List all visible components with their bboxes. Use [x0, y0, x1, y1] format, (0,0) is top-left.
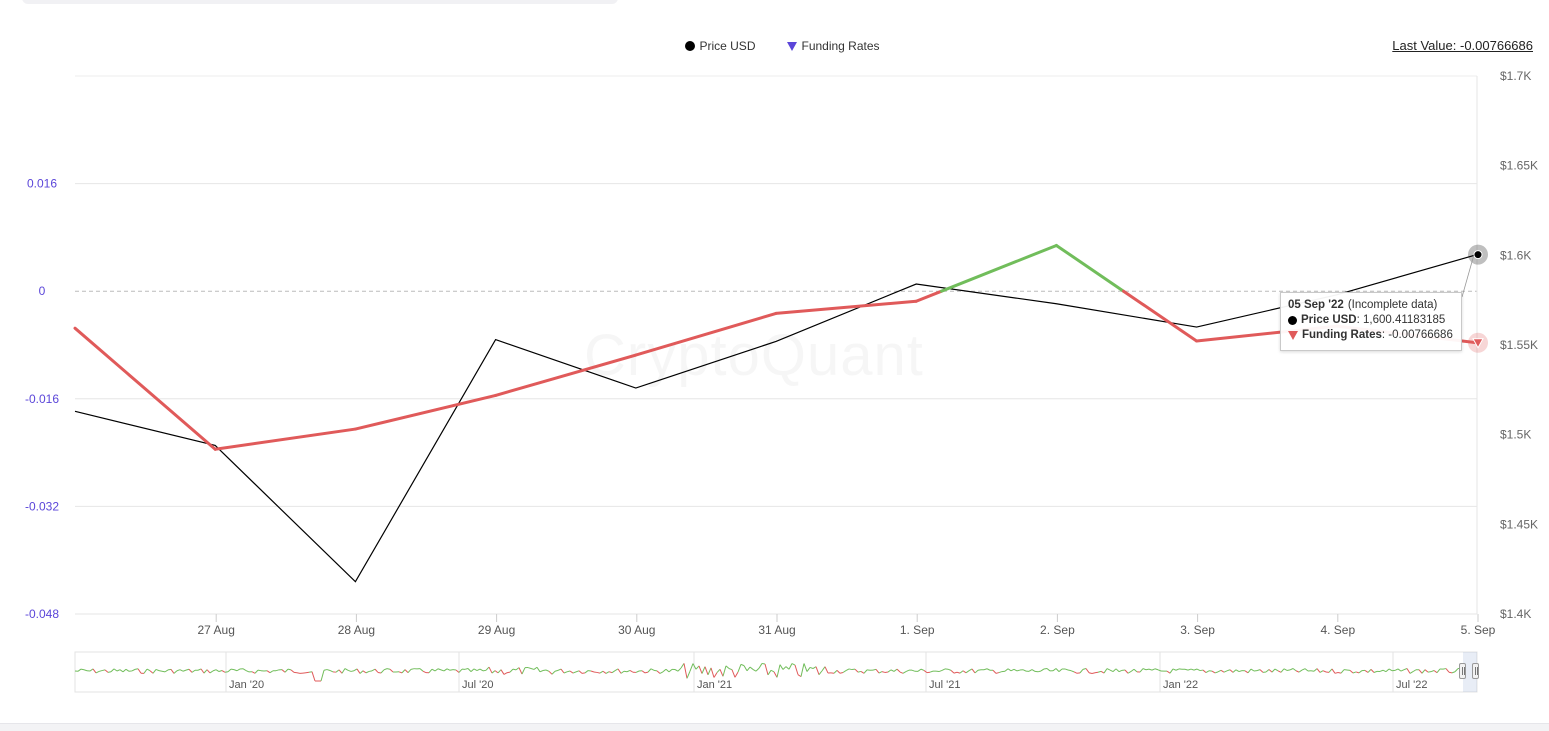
navigator-segment: [102, 670, 105, 671]
navigator-segment: [450, 670, 453, 671]
right-axis-tick-label: $1.5K: [1500, 428, 1531, 442]
left-axis-tick-label: -0.016: [25, 392, 59, 406]
tooltip-funding-label: Funding Rates: [1302, 328, 1382, 343]
navigator-segment: [81, 669, 84, 670]
tooltip-price-label: Price USD: [1301, 313, 1357, 328]
navigator-tick-label: Jan '21: [697, 679, 732, 691]
navigator-segment: [1449, 672, 1452, 673]
right-axis-tick-label: $1.4K: [1500, 607, 1531, 621]
navigator-tick-label: Jul '20: [462, 679, 493, 691]
right-axis-tick-label: $1.6K: [1500, 248, 1531, 262]
navigator-left-handle[interactable]: [1459, 663, 1466, 679]
navigator-segment: [762, 663, 765, 664]
x-axis-tick-label: 2. Sep: [1040, 623, 1075, 637]
navigator-segment: [297, 673, 300, 674]
navigator-segment: [351, 671, 354, 672]
funding-rates-segment: [496, 355, 636, 395]
x-axis-tick-label: 27 Aug: [198, 623, 235, 637]
navigator-tick-label: Jul '22: [1396, 679, 1427, 691]
funding-rates-segment: [776, 301, 916, 313]
x-axis-tick-label: 28 Aug: [338, 623, 375, 637]
navigator-tick-label: Jan '20: [229, 679, 264, 691]
x-axis-tick-label: 30 Aug: [618, 623, 655, 637]
x-axis-tick-label: 3. Sep: [1180, 623, 1215, 637]
navigator-segment: [411, 669, 414, 670]
tooltip-note: (Incomplete data): [1348, 298, 1438, 313]
navigator-segment: [162, 671, 165, 672]
navigator-segment: [159, 671, 162, 672]
funding-rates-series: [75, 245, 1477, 449]
right-axis-tick-label: $1.45K: [1500, 517, 1538, 531]
navigator-segment: [1338, 672, 1341, 673]
navigator-segment: [507, 672, 510, 673]
navigator-segment: [258, 670, 261, 671]
funding-rates-segment: [1056, 245, 1123, 291]
circle-marker-icon: [1288, 316, 1297, 325]
left-axis-tick-label: 0.016: [27, 177, 57, 191]
navigator-segment: [1068, 670, 1071, 671]
navigator-tick-label: Jan '22: [1163, 679, 1198, 691]
navigator-segment: [378, 672, 381, 673]
navigator-segment: [387, 669, 390, 670]
navigator-segment: [1092, 673, 1095, 674]
navigator-segment: [849, 669, 852, 670]
navigator-segment: [1311, 671, 1314, 672]
navigator-segment: [597, 672, 600, 673]
left-axis-tick-label: 0: [39, 284, 46, 298]
tooltip-connector: [1462, 255, 1474, 297]
funding-rates-segment: [355, 395, 495, 429]
left-axis-tick-label: -0.048: [25, 607, 59, 621]
navigator-segment: [324, 670, 327, 671]
x-axis-tick-label: 29 Aug: [478, 623, 515, 637]
funding-rates-segment: [942, 245, 1057, 291]
x-axis-tick-label: 5. Sep: [1461, 623, 1496, 637]
navigator-segment: [840, 673, 843, 674]
right-axis-tick-label: $1.65K: [1500, 159, 1538, 173]
triangle-marker-icon: [1288, 331, 1298, 340]
navigator-segment: [1146, 669, 1149, 670]
navigator-segment: [369, 671, 372, 672]
tooltip-date: 05 Sep '22: [1288, 298, 1344, 313]
navigator-segment: [309, 672, 312, 673]
navigator-segment: [108, 672, 111, 673]
funding-rates-segment: [916, 291, 941, 301]
navigator-segment: [306, 672, 309, 673]
navigator-segment: [135, 669, 138, 670]
funding-rates-segment: [215, 429, 355, 449]
navigator-segment: [1443, 669, 1446, 670]
navigator-segment: [288, 669, 291, 670]
navigator-tick-label: Jul '21: [929, 679, 960, 691]
price-usd-series-line: [75, 255, 1477, 582]
navigator-segment: [858, 671, 861, 672]
navigator-segment: [513, 669, 516, 670]
funding-rates-segment: [1124, 291, 1197, 341]
right-axis-tick-label: $1.7K: [1500, 69, 1531, 83]
navigator-segment: [1200, 670, 1203, 671]
x-axis-tick-label: 4. Sep: [1320, 623, 1355, 637]
navigator-segment: [1287, 670, 1290, 671]
navigator-right-handle[interactable]: [1472, 663, 1479, 679]
tooltip-price-value: : 1,600.41183185: [1357, 313, 1446, 328]
tooltip-funding-value: : -0.00766686: [1382, 328, 1453, 343]
right-axis-tick-label: $1.55K: [1500, 338, 1538, 352]
price-hover-marker: [1474, 251, 1482, 259]
left-axis-tick-label: -0.032: [25, 499, 59, 513]
x-axis-tick-label: 31 Aug: [758, 623, 795, 637]
chart-tooltip: 05 Sep '22 (Incomplete data) Price USD: …: [1280, 292, 1462, 351]
navigator-segment: [225, 672, 228, 673]
x-axis-tick-label: 1. Sep: [900, 623, 935, 637]
funding-rates-segment: [75, 328, 215, 449]
navigator-segment: [168, 669, 171, 670]
navigator-segment: [483, 670, 486, 671]
